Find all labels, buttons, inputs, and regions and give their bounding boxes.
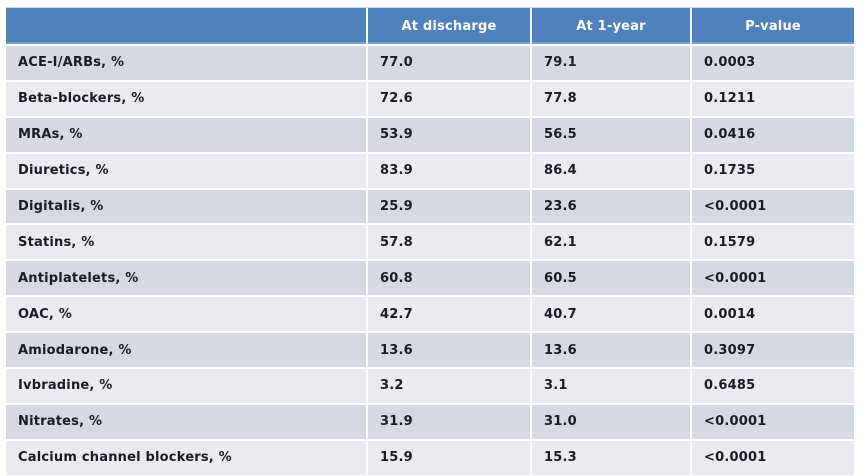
- at-discharge-cell: 53.9: [368, 117, 530, 152]
- at-1-year-cell: 79.1: [532, 46, 690, 80]
- p-value-cell: 0.0416: [692, 117, 854, 152]
- at-discharge-cell: 57.8: [368, 225, 530, 260]
- at-1-year-cell: 3.1: [532, 369, 690, 403]
- at-1-year-cell: 13.6: [532, 333, 690, 368]
- drug-name-cell: Amiodarone, %: [6, 333, 366, 368]
- at-discharge-cell: 72.6: [368, 81, 530, 116]
- p-value-cell: 0.0003: [692, 46, 854, 80]
- row-label-header-cell: [6, 8, 366, 44]
- p-value-cell: 0.6485: [692, 369, 854, 403]
- at-1-year-cell: 62.1: [532, 225, 690, 260]
- at-1-year-cell: 15.3: [532, 440, 690, 475]
- drug-name-cell: Antiplatelets, %: [6, 261, 366, 296]
- p-value-cell: 0.0014: [692, 297, 854, 332]
- drug-name-cell: OAC, %: [6, 297, 366, 332]
- at-discharge-cell: 15.9: [368, 440, 530, 475]
- table-row: MRAs, % 53.9 56.5 0.0416: [6, 117, 854, 152]
- at-1-year-cell: 40.7: [532, 297, 690, 332]
- at-discharge-cell: 83.9: [368, 153, 530, 188]
- at-1-year-cell: 86.4: [532, 153, 690, 188]
- p-value-cell: 0.1579: [692, 225, 854, 260]
- at-discharge-cell: 60.8: [368, 261, 530, 296]
- p-value-cell: <0.0001: [692, 261, 854, 296]
- p-value-cell: 0.1211: [692, 81, 854, 116]
- table-row: ACE-I/ARBs, % 77.0 79.1 0.0003: [6, 46, 854, 80]
- at-1-year-cell: 77.8: [532, 81, 690, 116]
- at-discharge-cell: 3.2: [368, 369, 530, 403]
- p-value-header-cell: P-value: [692, 8, 854, 44]
- at-1-year-header-cell: At 1-year: [532, 8, 690, 44]
- table-row: Calcium channel blockers, % 15.9 15.3 <0…: [6, 440, 854, 475]
- drug-name-cell: Diuretics, %: [6, 153, 366, 188]
- p-value-cell: 0.1735: [692, 153, 854, 188]
- drug-name-cell: Nitrates, %: [6, 404, 366, 439]
- table-row: Ivbradine, % 3.2 3.1 0.6485: [6, 369, 854, 403]
- at-1-year-cell: 60.5: [532, 261, 690, 296]
- table-row: OAC, % 42.7 40.7 0.0014: [6, 297, 854, 332]
- table-row: Diuretics, % 83.9 86.4 0.1735: [6, 153, 854, 188]
- at-1-year-cell: 23.6: [532, 189, 690, 224]
- table-row: Digitalis, % 25.9 23.6 <0.0001: [6, 189, 854, 224]
- drug-name-cell: Calcium channel blockers, %: [6, 440, 366, 475]
- table-row: Nitrates, % 31.9 31.0 <0.0001: [6, 404, 854, 439]
- table-row: Amiodarone, % 13.6 13.6 0.3097: [6, 333, 854, 368]
- at-1-year-cell: 56.5: [532, 117, 690, 152]
- at-discharge-cell: 31.9: [368, 404, 530, 439]
- table-row: Statins, % 57.8 62.1 0.1579: [6, 225, 854, 260]
- drug-name-cell: Digitalis, %: [6, 189, 366, 224]
- table-row: Antiplatelets, % 60.8 60.5 <0.0001: [6, 261, 854, 296]
- p-value-cell: <0.0001: [692, 189, 854, 224]
- drug-name-cell: Beta-blockers, %: [6, 81, 366, 116]
- at-discharge-header-cell: At discharge: [368, 8, 530, 44]
- table-header-row: At discharge At 1-year P-value: [6, 7, 854, 44]
- at-discharge-cell: 77.0: [368, 46, 530, 80]
- drug-name-cell: Ivbradine, %: [6, 369, 366, 403]
- drug-name-cell: Statins, %: [6, 225, 366, 260]
- at-discharge-cell: 25.9: [368, 189, 530, 224]
- at-discharge-cell: 13.6: [368, 333, 530, 368]
- p-value-cell: 0.3097: [692, 333, 854, 368]
- table-row: Beta-blockers, % 72.6 77.8 0.1211: [6, 81, 854, 116]
- drug-name-cell: MRAs, %: [6, 117, 366, 152]
- p-value-cell: <0.0001: [692, 404, 854, 439]
- medications-table: At discharge At 1-year P-value ACE-I/ARB…: [6, 7, 854, 475]
- drug-name-cell: ACE-I/ARBs, %: [6, 46, 366, 80]
- at-1-year-cell: 31.0: [532, 404, 690, 439]
- at-discharge-cell: 42.7: [368, 297, 530, 332]
- p-value-cell: <0.0001: [692, 440, 854, 475]
